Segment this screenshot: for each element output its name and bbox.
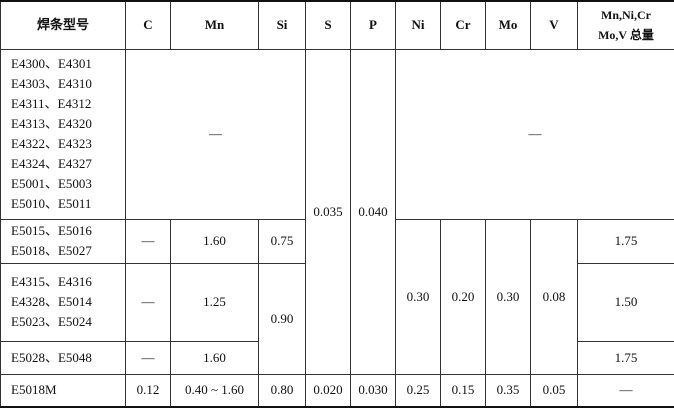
header-cell: Si	[259, 1, 306, 49]
header-cell: V	[531, 1, 578, 49]
cell: 0.40 ~ 1.60	[171, 374, 259, 407]
cell: 0.20	[441, 219, 486, 374]
cell: 0.30	[486, 219, 531, 374]
header-cell: Ni	[396, 1, 441, 49]
cell: 0.90	[259, 263, 306, 374]
cell: —	[578, 374, 674, 407]
cell: —	[126, 341, 171, 374]
cell: —	[126, 263, 171, 341]
cell: 1.25	[171, 263, 259, 341]
model: E4324、E4327	[11, 154, 125, 174]
model-cell: E5028、E5048	[1, 341, 126, 374]
cell: 0.15	[441, 374, 486, 407]
cell: 0.035	[306, 49, 351, 374]
cell: 0.80	[259, 374, 306, 407]
model: E5023、E5024	[11, 312, 125, 332]
cell: 0.35	[486, 374, 531, 407]
cell: 0.05	[531, 374, 578, 407]
model: E5028、E5048	[11, 348, 125, 368]
header-line: Mo,V 总量	[578, 25, 674, 45]
cell: 0.30	[396, 219, 441, 374]
model: E4313、E4320	[11, 114, 125, 134]
cell: —	[126, 49, 306, 219]
header-cell: Cr	[441, 1, 486, 49]
cell: 0.020	[306, 374, 351, 407]
model: E4322、E4323	[11, 134, 125, 154]
model-cell: E5015、E5016 E5018、E5027	[1, 219, 126, 263]
header-cell: P	[351, 1, 396, 49]
cell: 1.75	[578, 219, 674, 263]
model: E4300、E4301	[11, 54, 125, 74]
header-line: Mn,Ni,Cr	[578, 5, 674, 25]
header-cell: C	[126, 1, 171, 49]
model: E5010、E5011	[11, 194, 125, 214]
model-cell: E4300、E4301 E4303、E4310 E4311、E4312 E431…	[1, 49, 126, 219]
model: E5001、E5003	[11, 174, 125, 194]
model: E5015、E5016	[11, 221, 125, 241]
model: E5018、E5027	[11, 241, 125, 261]
cell: 1.60	[171, 219, 259, 263]
header-cell: S	[306, 1, 351, 49]
row: E4300、E4301 E4303、E4310 E4311、E4312 E431…	[1, 49, 674, 219]
cell: 0.12	[126, 374, 171, 407]
cell: 0.040	[351, 49, 396, 374]
header-cell: 焊条型号	[1, 1, 126, 49]
header-cell: Mo	[486, 1, 531, 49]
model: E4303、E4310	[11, 74, 125, 94]
cell: —	[396, 49, 674, 219]
model-cell: E4315、E4316 E4328、E5014 E5023、E5024	[1, 263, 126, 341]
model: E4328、E5014	[11, 292, 125, 312]
cell: 0.25	[396, 374, 441, 407]
model: E4315、E4316	[11, 272, 125, 292]
cell: 1.75	[578, 341, 674, 374]
header-cell: Mn	[171, 1, 259, 49]
cell: —	[126, 219, 171, 263]
cell: 1.50	[578, 263, 674, 341]
cell: 0.75	[259, 219, 306, 263]
cell: 1.60	[171, 341, 259, 374]
cell: 0.08	[531, 219, 578, 374]
cell: 0.030	[351, 374, 396, 407]
model: E4311、E4312	[11, 94, 125, 114]
model-cell: E5018M	[1, 374, 126, 407]
row: E5018M 0.12 0.40 ~ 1.60 0.80 0.020 0.030…	[1, 374, 674, 407]
